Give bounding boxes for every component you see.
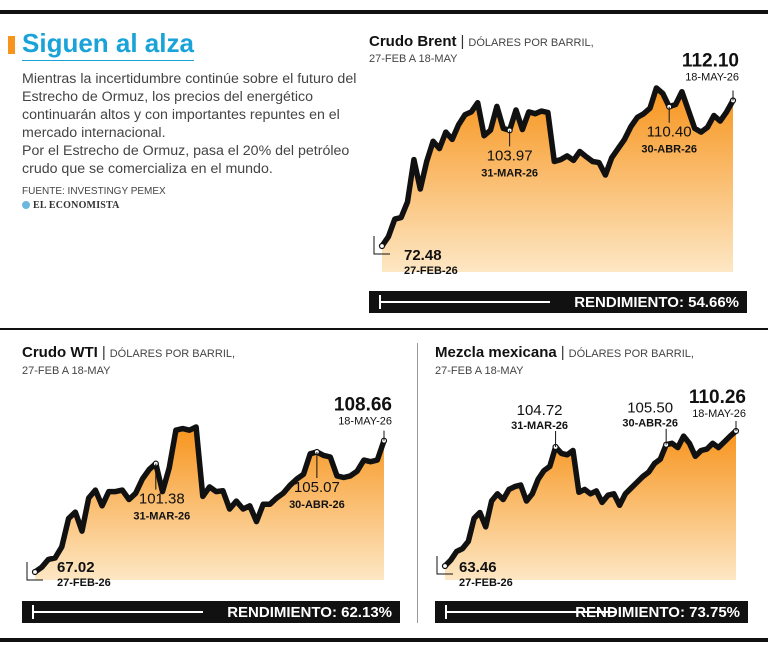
mezcla-performance-value: 73.75% bbox=[689, 604, 740, 621]
logo-text: EL ECONOMISTA bbox=[33, 200, 120, 211]
wti-title-separator: | bbox=[101, 344, 106, 361]
brent-date-3: 18-MAY-26 bbox=[685, 71, 739, 83]
wti-performance: RENDIMIENTO: 62.13% bbox=[227, 604, 392, 621]
mezcla-value-1: 104.72 bbox=[517, 402, 563, 419]
brent-name: Crudo Brent bbox=[369, 33, 457, 50]
wti-marker-0 bbox=[31, 568, 39, 576]
mezcla-value-0: 63.46 bbox=[459, 559, 497, 576]
mezcla-value-2: 105.50 bbox=[627, 400, 673, 417]
wti-value-2: 105.07 bbox=[294, 479, 340, 496]
bottom-rule bbox=[0, 638, 768, 642]
mezcla-performance-bar: RENDIMIENTO: 73.75% bbox=[435, 601, 748, 623]
wti-value-3: 108.66 bbox=[334, 395, 392, 416]
mezcla-hook-0 bbox=[436, 556, 453, 575]
mezcla-date-2: 30-ABR-26 bbox=[622, 418, 678, 430]
mezcla-performance: RENDIMIENTO: 73.75% bbox=[575, 604, 740, 621]
mezcla-name: Mezcla mexicana bbox=[435, 344, 557, 361]
mezcla-title: Mezcla mexicana | DÓLARES POR BARRIL, bbox=[435, 344, 694, 361]
wti-date-3: 18-MAY-26 bbox=[338, 416, 392, 428]
brent-bar-line bbox=[380, 301, 550, 303]
headline-underline bbox=[22, 60, 194, 61]
mezcla-title-separator: | bbox=[560, 344, 565, 361]
logo-dot-icon bbox=[22, 201, 30, 209]
wti-series-line bbox=[32, 424, 387, 575]
wti-unit: DÓLARES POR BARRIL, bbox=[109, 348, 236, 360]
wti-date-1: 31-MAR-26 bbox=[133, 511, 190, 523]
brent-value-2: 110.40 bbox=[647, 124, 692, 141]
brent-marker-0 bbox=[378, 242, 386, 250]
wti-date-0: 27-FEB-26 bbox=[57, 577, 111, 589]
brent-value-3: 112.10 bbox=[682, 50, 739, 71]
intro-paragraph-1: Mientras la incertidumbre continúe sobre… bbox=[22, 71, 357, 141]
headline-accent bbox=[8, 36, 15, 54]
source-note: FUENTE: INVESTINGY PEMEX bbox=[22, 186, 166, 197]
mezcla-value-3: 110.26 bbox=[689, 387, 746, 408]
wti-period: 27-FEB A 18-MAY bbox=[22, 365, 111, 377]
headline: Siguen al alza bbox=[22, 28, 194, 58]
brent-hook-0 bbox=[373, 236, 390, 255]
wti-value-0: 67.02 bbox=[57, 559, 95, 576]
brent-value-0: 72.48 bbox=[404, 247, 442, 264]
brent-unit: DÓLARES POR BARRIL, bbox=[468, 37, 594, 49]
wti-value-1: 101.38 bbox=[139, 491, 185, 508]
mezcla-date-1: 31-MAR-26 bbox=[511, 420, 568, 432]
brent-value-1: 103.97 bbox=[487, 147, 533, 164]
mezcla-date-0: 27-FEB-26 bbox=[459, 577, 513, 589]
brent-performance-value: 54.66% bbox=[688, 294, 739, 311]
brent-date-1: 31-MAR-26 bbox=[481, 167, 538, 179]
brent-area bbox=[382, 88, 733, 272]
brent-performance-bar: RENDIMIENTO: 54.66% bbox=[369, 291, 747, 313]
middle-rule bbox=[0, 328, 768, 330]
wti-hook-0 bbox=[26, 562, 43, 581]
brent-series-line bbox=[379, 85, 736, 249]
mezcla-date-3: 18-MAY-26 bbox=[692, 408, 746, 420]
panel-divider bbox=[417, 343, 418, 623]
wti-performance-label: RENDIMIENTO: bbox=[227, 604, 337, 621]
mezcla-area bbox=[445, 431, 736, 580]
wti-date-2: 30-ABR-26 bbox=[289, 499, 345, 511]
wti-bar-line bbox=[33, 611, 203, 613]
brent-performance: RENDIMIENTO: 54.66% bbox=[574, 294, 739, 311]
brent-period: 27-FEB A 18-MAY bbox=[369, 53, 458, 65]
wti-area bbox=[35, 427, 384, 580]
mezcla-bar-line bbox=[446, 611, 616, 613]
wti-performance-bar: RENDIMIENTO: 62.13% bbox=[22, 601, 400, 623]
intro-text: Mientras la incertidumbre continúe sobre… bbox=[22, 70, 362, 178]
mezcla-unit: DÓLARES POR BARRIL, bbox=[568, 348, 694, 360]
mezcla-marker-0 bbox=[441, 562, 449, 570]
mezcla-series-line bbox=[442, 428, 739, 569]
brent-title: Crudo Brent | DÓLARES POR BARRIL, bbox=[369, 33, 594, 50]
brent-date-2: 30-ABR-26 bbox=[641, 144, 697, 156]
mezcla-period: 27-FEB A 18-MAY bbox=[435, 365, 524, 377]
wti-title: Crudo WTI | DÓLARES POR BARRIL, bbox=[22, 344, 235, 361]
top-rule bbox=[0, 10, 768, 14]
brent-date-0: 27-FEB-26 bbox=[404, 265, 458, 277]
mezcla-performance-label: RENDIMIENTO: bbox=[575, 604, 685, 621]
wti-name: Crudo WTI bbox=[22, 344, 98, 361]
intro-paragraph-2: Por el Estrecho de Ormuz, pasa el 20% de… bbox=[22, 143, 350, 177]
wti-performance-value: 62.13% bbox=[341, 604, 392, 621]
publisher-logo: EL ECONOMISTA bbox=[22, 200, 120, 211]
brent-title-separator: | bbox=[460, 33, 465, 50]
brent-performance-label: RENDIMIENTO: bbox=[574, 294, 684, 311]
